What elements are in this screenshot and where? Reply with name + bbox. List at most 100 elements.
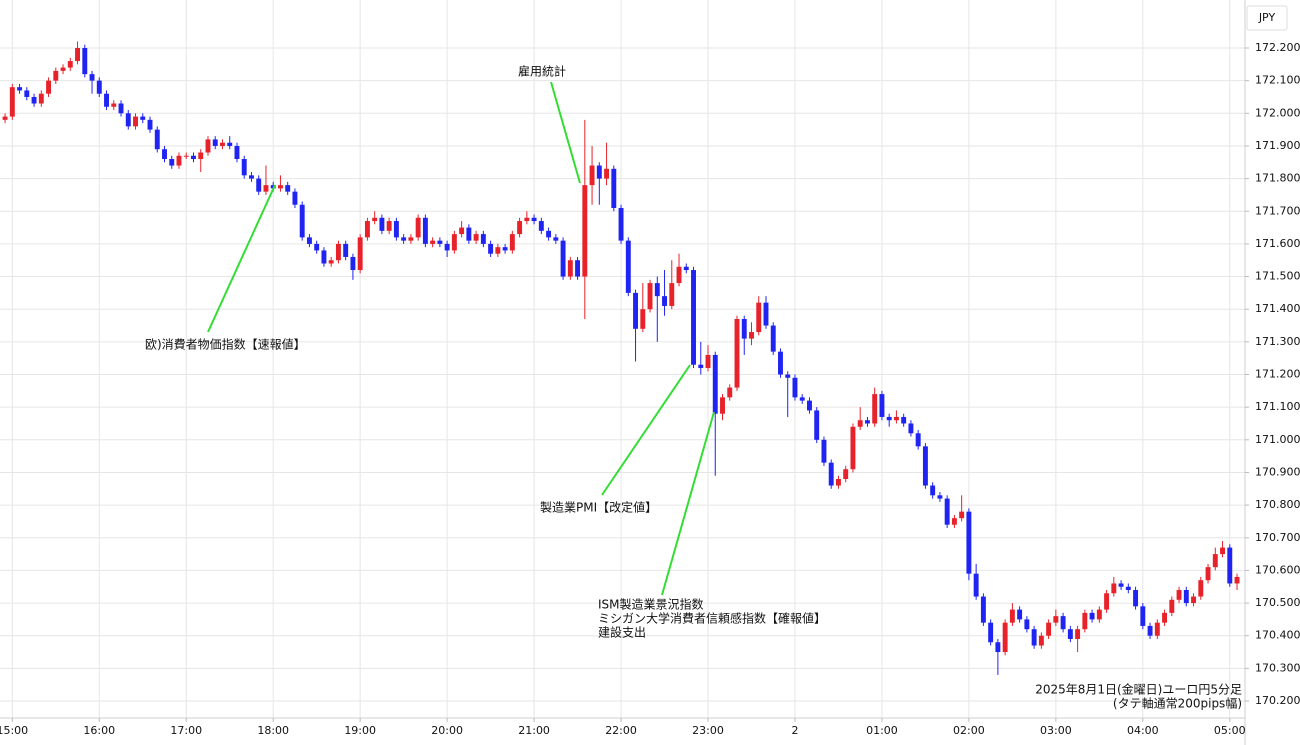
candle-body: [604, 168, 610, 179]
candle-body: [1082, 612, 1088, 630]
annotations: 欧)消費者物価指数【速報値】 雇用統計 製造業PMI【改定値】 ISM製造業景況…: [145, 64, 826, 640]
candle-body: [698, 364, 704, 368]
candle-body: [444, 243, 450, 251]
annotation-line: [601, 364, 691, 496]
candle-body: [1212, 554, 1218, 568]
candle-body: [96, 80, 102, 94]
candle-body: [1169, 599, 1175, 613]
candle-body: [473, 234, 479, 241]
y-tick-label: 171.100: [1255, 400, 1300, 413]
candle-body: [524, 217, 530, 222]
candle-body: [191, 155, 196, 160]
annotation: 欧)消費者物価指数【速報値】: [145, 337, 306, 352]
candle-body: [538, 221, 544, 231]
candle-body: [575, 260, 581, 277]
candle-body: [988, 622, 994, 643]
candle-body: [951, 518, 957, 525]
candle-body: [9, 87, 15, 117]
candle-body: [567, 260, 573, 277]
y-tick-label: 171.700: [1255, 204, 1300, 217]
candle-body: [893, 416, 899, 421]
candle-body: [1002, 622, 1008, 653]
candle-body: [611, 168, 617, 208]
candle-body: [1205, 567, 1211, 581]
candle-body: [734, 319, 740, 388]
y-tick-label: 170.200: [1255, 694, 1300, 707]
candle-body: [1038, 635, 1044, 646]
candle-body: [379, 217, 385, 231]
candle-body: [814, 410, 820, 440]
annotation: 雇用統計: [518, 64, 566, 79]
candle-body: [669, 283, 675, 306]
candle-body: [553, 237, 559, 241]
x-tick-label: 04:00: [1127, 724, 1159, 737]
annotation-line: [207, 184, 276, 333]
x-tick-label: 05:00: [1214, 724, 1246, 737]
candle-body: [980, 596, 986, 623]
annotation-line: [550, 81, 581, 184]
candle-body: [691, 270, 696, 365]
candle-body: [306, 237, 312, 244]
candle-body: [1060, 616, 1066, 630]
candle-body: [850, 426, 856, 470]
candle-body: [38, 93, 44, 104]
candle-body: [727, 387, 733, 398]
y-tick-label: 170.800: [1255, 498, 1300, 511]
candle-body: [872, 394, 878, 424]
candle-body: [792, 377, 798, 398]
x-tick-label: 01:00: [866, 724, 898, 737]
candle-body: [17, 87, 23, 91]
candle-body: [720, 397, 725, 414]
candle-body: [24, 90, 30, 97]
annotation: ミシガン大学消費者信頼感指数【確報値】: [598, 611, 826, 626]
candle-body: [705, 354, 711, 368]
candle-body: [1075, 629, 1081, 639]
candle-body: [277, 185, 283, 189]
candle-body: [31, 96, 37, 104]
x-tick-label: 15:00: [0, 724, 28, 737]
candle-body: [1125, 586, 1131, 591]
candle-body: [937, 495, 943, 499]
candle-body: [437, 240, 443, 244]
candle-body: [828, 462, 834, 486]
candle-body: [778, 351, 783, 375]
candle-body: [589, 165, 595, 186]
x-tick-label: 23:00: [692, 724, 724, 737]
x-tick-label: 02:00: [953, 724, 985, 737]
candle-body: [1024, 619, 1030, 630]
candle-body: [662, 296, 667, 306]
candle-body: [220, 142, 225, 146]
candle-body: [1140, 606, 1146, 626]
x-tick-label: 2: [791, 724, 798, 737]
candle-body: [901, 416, 907, 424]
candle-body: [1009, 609, 1015, 623]
candle-body: [857, 420, 863, 427]
candle-body: [2, 116, 8, 120]
candle-body: [1154, 622, 1160, 636]
candle-body: [1220, 547, 1225, 555]
candle-body: [843, 469, 849, 479]
candle-body: [321, 250, 327, 264]
y-tick-label: 172.000: [1255, 106, 1300, 119]
candle-body: [966, 511, 972, 574]
annotation-line: [661, 411, 715, 596]
candle-body: [46, 80, 52, 94]
candle-body: [234, 145, 240, 160]
y-tick-label: 171.400: [1255, 302, 1300, 315]
y-tick-label: 171.300: [1255, 335, 1300, 348]
candles: [2, 41, 1240, 675]
annotation: ISM製造業景況指数: [598, 597, 704, 612]
candle-body: [582, 185, 588, 277]
candle-body: [466, 227, 472, 241]
candle-body: [133, 116, 138, 127]
candle-body: [1118, 583, 1124, 587]
candle-body: [459, 227, 465, 235]
candle-body: [835, 478, 841, 486]
candle-body: [292, 191, 298, 205]
candle-body: [451, 234, 457, 251]
candle-body: [1191, 596, 1197, 604]
candle-body: [169, 159, 175, 166]
y-tick-label: 171.200: [1255, 368, 1300, 381]
